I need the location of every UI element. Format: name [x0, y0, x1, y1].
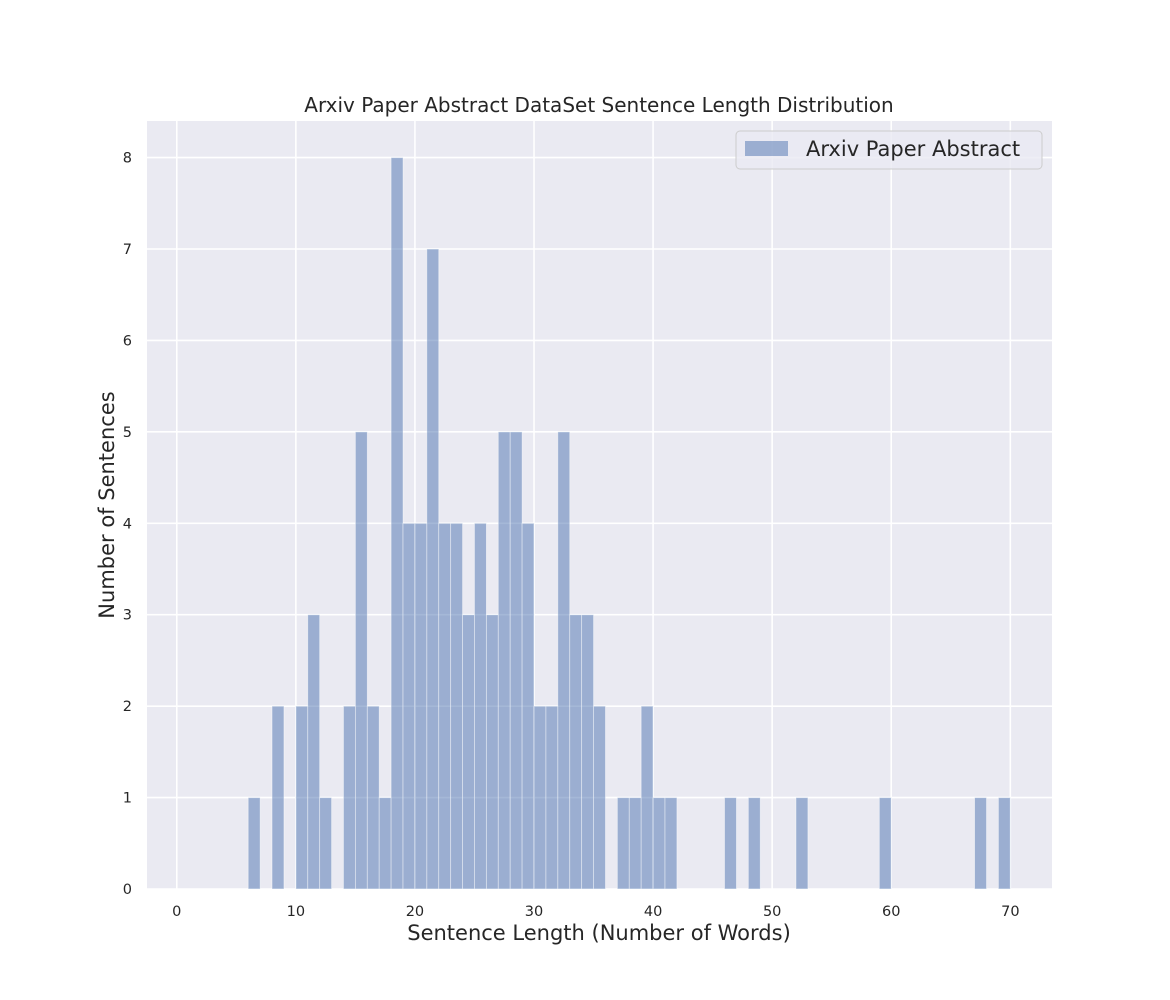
x-tick-label: 60	[882, 904, 900, 920]
histogram-bar	[307, 614, 321, 890]
histogram-bar	[414, 522, 428, 890]
histogram-bar	[474, 522, 487, 890]
histogram-bar	[497, 431, 511, 890]
x-tick-label: 10	[287, 904, 305, 920]
legend-frame	[735, 130, 1043, 170]
y-tick-label: 0	[123, 882, 132, 898]
histogram-bar	[652, 797, 666, 890]
histogram-bar	[390, 157, 404, 890]
histogram-bar	[378, 797, 392, 890]
y-tick-label: 1	[123, 791, 132, 807]
x-tick-label: 0	[172, 904, 181, 920]
histogram-bar	[640, 705, 654, 890]
histogram-bar	[319, 797, 332, 890]
x-axis-label: Sentence Length (Number of Words)	[407, 921, 791, 945]
histogram-bar	[616, 797, 630, 890]
histogram-bar	[509, 431, 523, 890]
histogram-bar	[247, 797, 261, 890]
histogram-bar	[438, 522, 452, 890]
histogram-bar	[593, 705, 606, 890]
histogram-bar	[366, 705, 380, 890]
y-tick-label: 5	[123, 425, 132, 441]
y-tick-label: 6	[123, 333, 132, 349]
histogram-bar	[581, 614, 594, 890]
y-tick-label: 8	[123, 151, 132, 167]
y-tick-labels: 0 1 2 3 4 5 6 7 8	[123, 151, 132, 898]
legend: Arxiv Paper Abstract	[735, 130, 1043, 170]
legend-swatch	[745, 141, 788, 156]
histogram-bar	[545, 705, 559, 890]
y-axis-label: Number of Sentences	[95, 391, 119, 618]
x-tick-label: 70	[1001, 904, 1019, 920]
histogram-bar	[878, 797, 892, 890]
histogram-bar	[795, 797, 809, 890]
histogram-bar	[354, 431, 368, 890]
chart-title: Arxiv Paper Abstract DataSet Sentence Le…	[304, 93, 893, 117]
y-tick-label: 4	[123, 516, 132, 532]
x-tick-label: 40	[644, 904, 662, 920]
histogram-bar	[533, 705, 547, 890]
x-tick-label: 30	[525, 904, 543, 920]
histogram-bar	[295, 705, 309, 890]
histogram-bar	[402, 522, 416, 890]
histogram-bar	[450, 522, 463, 890]
y-tick-label: 2	[123, 699, 132, 715]
histogram-bar	[426, 248, 440, 890]
histogram-bars	[247, 157, 1011, 890]
histogram-bar	[998, 797, 1011, 890]
y-tick-label: 3	[123, 608, 132, 624]
histogram-bar	[724, 797, 737, 890]
histogram-bar	[462, 614, 475, 890]
histogram-bar	[974, 797, 987, 890]
x-tick-labels: 0 10 20 30 40 50 60 70	[172, 904, 1019, 920]
x-tick-label: 50	[763, 904, 781, 920]
legend-label: Arxiv Paper Abstract	[806, 137, 1020, 161]
histogram-bar	[271, 705, 285, 890]
histogram-bar	[557, 431, 571, 890]
histogram-bar	[628, 797, 642, 890]
y-tick-label: 7	[123, 242, 132, 258]
histogram-bar	[521, 522, 535, 890]
histogram-bar	[485, 614, 499, 890]
histogram-bar	[747, 797, 761, 890]
histogram-bar	[664, 797, 678, 890]
histogram-bar	[569, 614, 583, 890]
x-tick-label: 20	[406, 904, 424, 920]
histogram-bar	[343, 705, 356, 890]
